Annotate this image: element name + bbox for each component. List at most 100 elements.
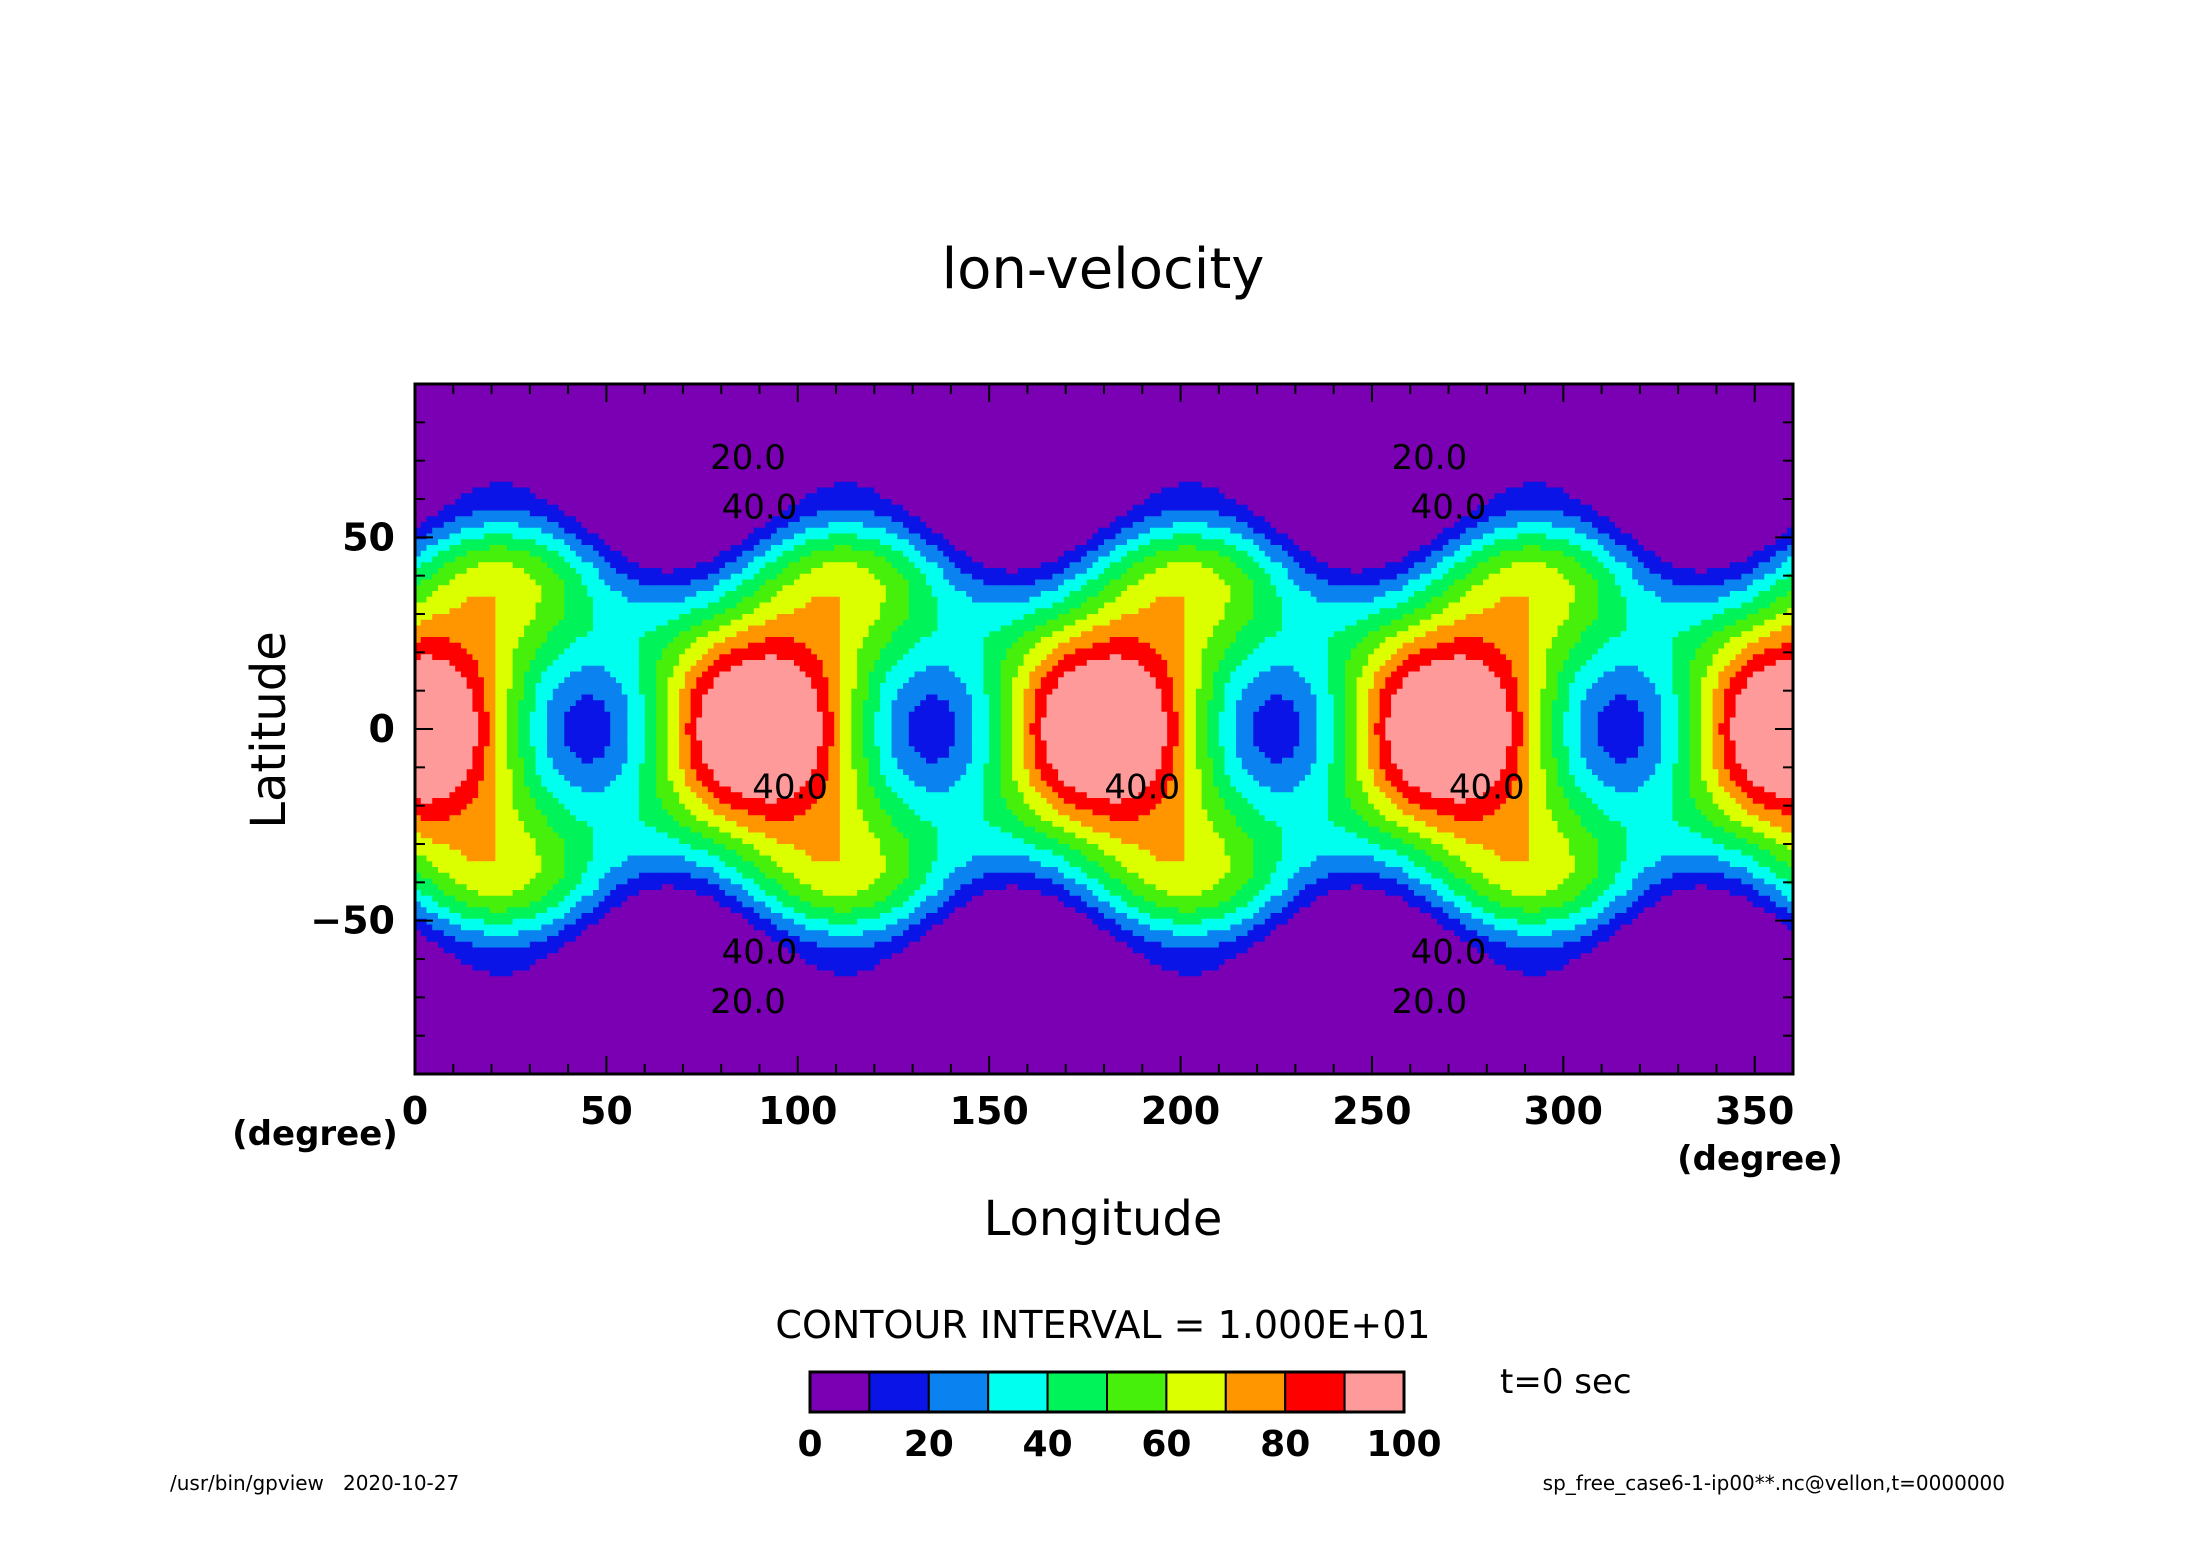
heatmap-cell [684,470,692,477]
heatmap-cell [1465,447,1473,454]
heatmap-cell [1431,493,1438,500]
heatmap-cell [529,418,537,425]
heatmap-cell [552,424,560,431]
heatmap-cell [644,476,652,483]
heatmap-cell [914,407,921,414]
heatmap-cell [1620,384,1628,391]
heatmap-cell [1104,395,1111,402]
heatmap-cell [610,418,617,425]
heatmap-cell [564,395,571,402]
heatmap-cell [897,401,904,408]
heatmap-cell [926,401,933,408]
heatmap-cell [449,464,456,471]
heatmap-cell [753,476,761,483]
heatmap-cell [759,430,766,437]
heatmap-cell [570,499,577,506]
heatmap-cell [937,395,944,402]
heatmap-cell [1086,499,1094,506]
heatmap-cell [1172,435,1180,443]
heatmap-cell [1299,424,1306,431]
heatmap-cell [1385,487,1392,494]
heatmap-cell [552,395,560,402]
heatmap-cell [1144,407,1151,414]
heatmap-cell [1689,481,1696,489]
heatmap-cell [1259,447,1266,454]
heatmap-cell [1425,458,1432,466]
heatmap-cell [983,464,990,471]
heatmap-cell [1557,458,1564,466]
heatmap-cell [1637,401,1645,408]
heatmap-cell [575,493,583,500]
heatmap-cell [1293,447,1300,454]
heatmap-cell [862,395,870,402]
heatmap-cell [960,418,967,425]
heatmap-cell [983,407,990,414]
heatmap-cell [1035,395,1042,402]
heatmap-cell [943,384,950,391]
heatmap-cell [1477,401,1484,408]
heatmap-cell [1505,407,1513,414]
heatmap-cell [816,407,824,414]
heatmap-cell [1626,441,1633,448]
heatmap-cell [1718,493,1725,500]
heatmap-cell [633,464,640,471]
heatmap-cell [903,395,910,402]
heatmap-cell [1098,458,1105,466]
heatmap-cell [880,441,887,448]
heatmap-cell [1758,476,1765,483]
heatmap-cell [1528,447,1536,454]
heatmap-cell [489,441,496,448]
heatmap-cell [799,418,807,425]
heatmap-cell [1764,407,1771,414]
heatmap-cell [460,493,468,500]
heatmap-cell [1649,481,1656,489]
heatmap-cell [1574,395,1582,402]
heatmap-cell [1482,493,1490,500]
heatmap-cell [1322,401,1329,408]
heatmap-cell [1500,453,1507,460]
heatmap-cell [719,418,726,425]
heatmap-cell [1396,430,1404,437]
heatmap-cell [1109,389,1117,397]
heatmap-cell [1362,458,1369,466]
heatmap-cell [868,470,875,477]
heatmap-cell [633,430,640,437]
heatmap-cell [1758,395,1765,402]
heatmap-cell [1586,395,1593,402]
heatmap-cell [1167,470,1174,477]
heatmap-cell [1006,470,1013,477]
heatmap-cell [862,476,870,483]
heatmap-cell [960,441,967,448]
heatmap-cell [1172,453,1180,460]
heatmap-cell [1362,401,1369,408]
heatmap-cell [1609,447,1616,454]
heatmap-cell [983,470,990,477]
heatmap-cell [1109,476,1117,483]
heatmap-cell [1236,458,1243,466]
heatmap-cell [426,418,433,425]
heatmap-cell [495,384,502,391]
heatmap-cell [1770,487,1777,494]
heatmap-cell [1299,458,1306,466]
heatmap-cell [920,384,927,391]
heatmap-cell [1207,476,1214,483]
heatmap-cell [466,458,474,466]
heatmap-cell [483,389,491,397]
heatmap-cell [954,418,962,425]
heatmap-cell [1528,424,1536,431]
heatmap-cell [765,481,772,489]
heatmap-cell [1069,424,1076,431]
heatmap-cell [1086,464,1094,471]
heatmap-cell [1471,476,1478,483]
heatmap-cell [977,401,985,408]
heatmap-cell [506,418,514,425]
heatmap-cell [1574,470,1582,477]
heatmap-cell [782,424,789,431]
heatmap-cell [1500,464,1507,471]
heatmap-cell [1408,493,1415,500]
heatmap-cell [1092,453,1099,460]
heatmap-cell [1500,418,1507,425]
heatmap-cell [1172,493,1180,500]
heatmap-cell [1488,453,1496,460]
heatmap-cell [788,407,795,414]
